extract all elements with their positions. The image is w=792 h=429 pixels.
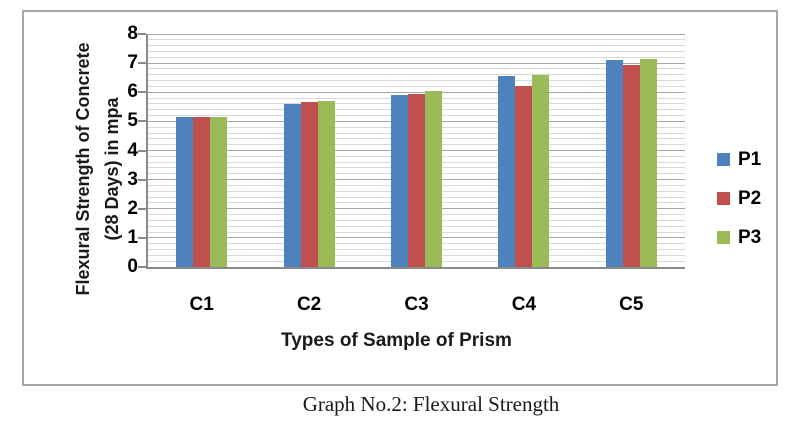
x-tick-label: C2 [296, 294, 322, 315]
bar-p1-c3 [391, 95, 408, 267]
legend-item-p2: P2 [717, 188, 777, 209]
minor-gridline [148, 74, 685, 76]
bar-p3-c5 [639, 58, 657, 267]
y-tick-mark [138, 236, 146, 239]
legend-swatch-p3 [717, 231, 730, 244]
bar-p3-c1 [210, 117, 228, 267]
legend-swatch-p2 [717, 192, 730, 205]
bar-p2-c4 [515, 86, 533, 267]
bar-p1-c5 [605, 60, 623, 267]
legend-item-p1: P1 [717, 149, 777, 170]
y-axis-tick-labels: 0 1 2 3 4 5 6 7 8 [94, 23, 138, 277]
y-tick-mark [138, 62, 146, 65]
minor-gridline [148, 39, 685, 41]
y-tick-label: 4 [127, 139, 138, 161]
chart-frame: Flexural Strength of Concrete (28 Days) … [22, 10, 778, 386]
major-gridline [148, 62, 685, 64]
bar-p1-c4 [498, 76, 516, 267]
bar-p2-c2 [300, 102, 318, 267]
y-tick-mark [138, 149, 146, 152]
minor-gridline [148, 85, 685, 87]
bar-p3-c4 [532, 74, 550, 267]
legend-label: P1 [738, 149, 762, 170]
plot-area [138, 33, 685, 269]
y-tick-label: 7 [127, 52, 138, 74]
x-tick-label: C1 [189, 294, 214, 315]
y-tick-label: 6 [127, 81, 138, 103]
y-tick-mark [138, 33, 146, 35]
major-gridline [148, 91, 685, 93]
minor-gridline [148, 45, 685, 47]
y-tick-label: 2 [127, 197, 138, 219]
figure-caption: Graph No.2: Flexural Strength [302, 392, 560, 416]
x-axis-title: Types of Sample of Prism [281, 330, 512, 351]
minor-gridline [148, 50, 685, 52]
y-tick-mark [138, 207, 146, 210]
bar-p1-c2 [283, 103, 301, 267]
x-tick-label: C5 [619, 294, 644, 315]
bar-p2-c3 [408, 93, 425, 267]
legend-item-p3: P3 [717, 227, 777, 248]
minor-gridline [148, 56, 685, 58]
x-tick-label: C4 [511, 294, 537, 315]
bar-p2-c5 [622, 64, 640, 267]
y-tick-mark [138, 120, 146, 123]
bar-p3-c2 [317, 101, 335, 267]
y-tick-label: 8 [127, 23, 138, 44]
minor-gridline [148, 80, 685, 82]
minor-gridline [148, 68, 685, 70]
legend-label: P3 [738, 227, 762, 248]
major-gridline [148, 33, 685, 35]
legend: P1 P2 P3 [717, 149, 777, 266]
y-tick-mark [138, 91, 146, 94]
legend-label: P2 [738, 188, 762, 209]
y-tick-label: 3 [127, 168, 138, 190]
bar-p1-c1 [176, 117, 194, 267]
y-tick-label: 1 [127, 226, 138, 248]
y-tick-label: 0 [127, 256, 138, 277]
bar-p3-c3 [425, 90, 442, 267]
x-tick-label: C3 [404, 294, 429, 315]
y-tick-label: 5 [127, 110, 138, 132]
legend-swatch-p1 [717, 153, 730, 166]
x-axis-tick-labels: C1 C2 C3 C4 C5 [148, 294, 685, 316]
bar-p2-c1 [193, 117, 211, 267]
y-tick-mark [138, 178, 146, 181]
y-tick-mark [138, 266, 146, 268]
